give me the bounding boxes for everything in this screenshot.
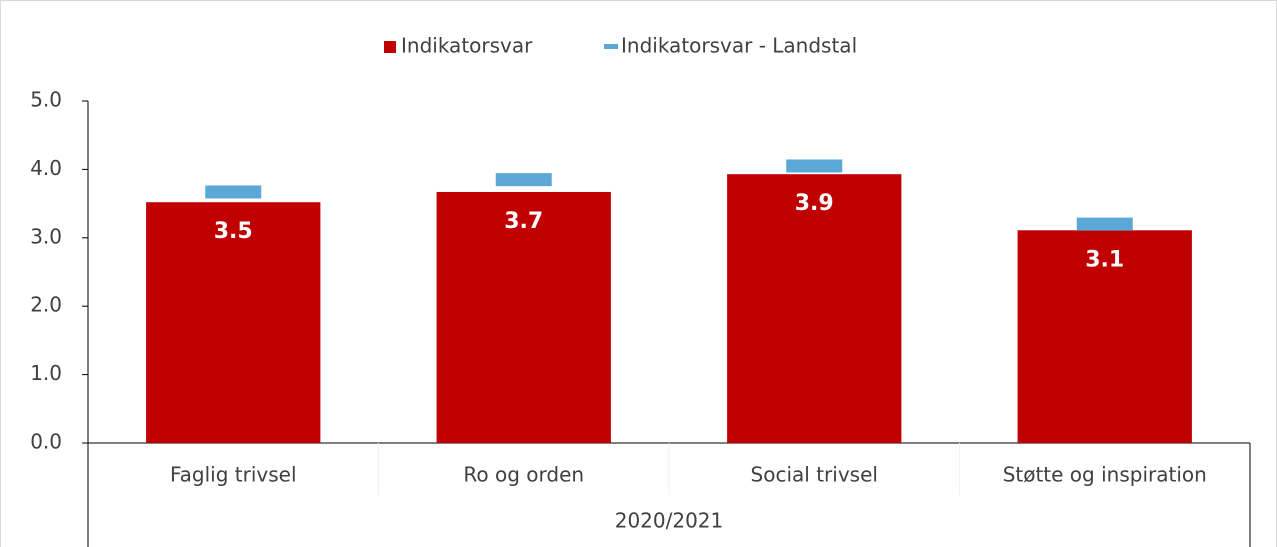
- bar: [1017, 230, 1192, 443]
- marker: [495, 173, 552, 187]
- marker: [786, 159, 843, 173]
- y-tick-label: 2.0: [30, 293, 62, 317]
- bar: [727, 174, 902, 444]
- y-tick-label: 0.0: [30, 430, 62, 454]
- data-label: 3.7: [504, 209, 543, 234]
- x-tick-label: Faglig trivsel: [170, 463, 297, 487]
- y-tick-label: 3.0: [30, 224, 62, 248]
- marker: [205, 185, 262, 199]
- marker: [1076, 217, 1133, 231]
- legend-swatch: [384, 41, 396, 53]
- bar: [146, 202, 321, 443]
- x-tick-label: Social trivsel: [751, 463, 878, 487]
- group-label: 2020/2021: [615, 509, 724, 533]
- legend-swatch: [604, 44, 618, 49]
- x-tick-label: Ro og orden: [463, 463, 584, 487]
- legend-label: Indikatorsvar - Landstal: [621, 34, 857, 58]
- legend-label: Indikatorsvar: [401, 34, 533, 58]
- y-tick-label: 1.0: [30, 361, 62, 385]
- data-label: 3.1: [1085, 247, 1124, 272]
- bar: [436, 191, 611, 443]
- y-tick-label: 5.0: [30, 88, 62, 112]
- y-tick-label: 4.0: [30, 156, 62, 180]
- data-label: 3.5: [214, 219, 253, 244]
- data-label: 3.9: [795, 191, 834, 216]
- x-tick-label: Støtte og inspiration: [1003, 463, 1207, 487]
